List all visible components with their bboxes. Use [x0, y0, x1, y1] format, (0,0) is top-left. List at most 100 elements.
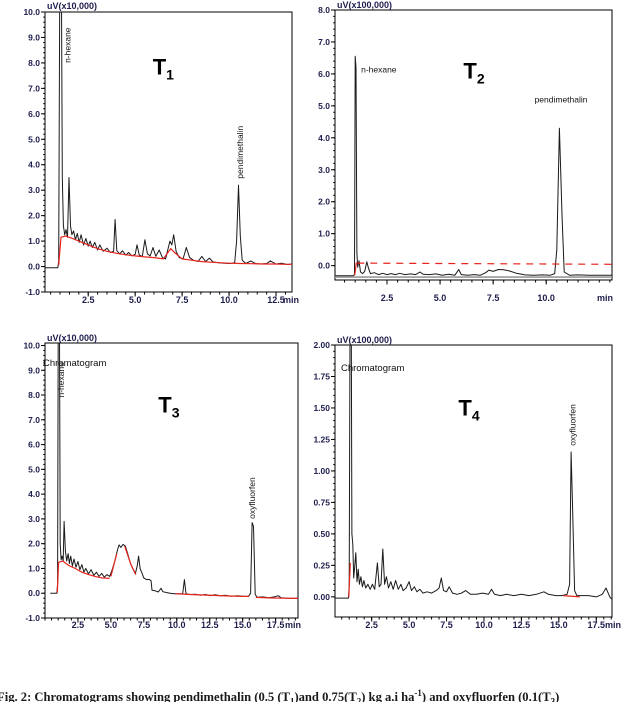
- peak-label-n-hexane: n-hexane: [62, 27, 72, 63]
- x-axis-tick-label: 5.0: [129, 295, 142, 305]
- y-axis-tick-label: 8.0: [318, 5, 330, 15]
- x-axis-unit-label: min: [283, 295, 299, 305]
- x-axis-tick-label: 7.5: [176, 295, 189, 305]
- y-axis-tick-label: 6.0: [28, 440, 40, 450]
- x-axis-tick-label: 15.0: [234, 620, 252, 630]
- x-axis-tick-label: 5.0: [403, 620, 416, 630]
- x-axis-tick-label: 17.5: [588, 620, 606, 630]
- x-axis-tick-label: 12.5: [267, 295, 285, 305]
- y-axis-tick-label: 7.0: [28, 83, 40, 93]
- y-axis-tick-label: 3.0: [28, 514, 40, 524]
- figure-caption: Fig. 2: Chromatograms showing pendimetha…: [0, 656, 639, 702]
- panel-title-T1: T1: [153, 54, 174, 82]
- baseline-fit-trace: [58, 235, 292, 266]
- y-axis-unit-label: uV(x10,000): [47, 333, 97, 343]
- y-axis-tick-label: 0.0: [28, 262, 40, 272]
- y-axis-unit-label: uV(x10,000): [47, 1, 97, 11]
- y-axis-tick-label: 1.0: [28, 563, 40, 573]
- signal-trace-T4: [335, 345, 612, 600]
- baseline-fit-trace: [124, 546, 137, 575]
- x-axis-tick-label: 7.5: [487, 293, 500, 303]
- panel-title-T3: T3: [158, 392, 179, 420]
- x-axis-unit-label: min: [605, 620, 621, 630]
- baseline-fit-trace: [563, 595, 580, 598]
- caption-part: ) kg a.i ha: [361, 690, 415, 702]
- y-axis-tick-label: 0.0: [28, 588, 40, 598]
- y-axis-tick-label: 3.0: [28, 185, 40, 195]
- x-axis-tick-label: 10.0: [220, 295, 238, 305]
- x-axis-tick-label: 12.5: [201, 620, 219, 630]
- panel-title-T2: T2: [463, 59, 484, 87]
- x-axis-tick-label: 7.5: [440, 620, 453, 630]
- y-axis-tick-label: 2.0: [318, 197, 330, 207]
- y-axis-tick-label: 5.0: [28, 134, 40, 144]
- x-axis-tick-label: 15.0: [550, 620, 568, 630]
- peak-label-n-hexane: n-hexane: [361, 64, 397, 74]
- peak-label-oxyfluorfen: oxyfluorfen: [247, 477, 257, 519]
- y-axis-tick-label: 6.0: [318, 69, 330, 79]
- caption-part: -1: [414, 688, 422, 699]
- y-axis-tick-label: 2.0: [28, 211, 40, 221]
- baseline-fit-trace: [354, 262, 357, 276]
- y-axis-tick-label: 1.0: [28, 236, 40, 246]
- y-axis-tick-label: 9.0: [28, 32, 40, 42]
- y-axis-tick-label: 8.0: [28, 390, 40, 400]
- y-axis-tick-label: 1.0: [318, 229, 330, 239]
- y-axis-tick-label: 2.0: [28, 539, 40, 549]
- plot-frame: [44, 11, 293, 293]
- x-axis-tick-label: 12.5: [513, 620, 531, 630]
- y-axis-tick-label: 4.0: [318, 133, 330, 143]
- x-axis-tick-label: 17.5: [267, 620, 285, 630]
- peak-label-pendimethalin: pendimethalin: [235, 126, 245, 179]
- baseline-fit-trace: [56, 560, 110, 593]
- plot-frame: [44, 342, 299, 619]
- y-axis-unit-label: uV(x100,000): [337, 0, 392, 10]
- y-axis-tick-label: 1.25: [313, 434, 330, 444]
- x-axis-tick-label: 2.5: [82, 295, 95, 305]
- x-axis-tick-label: 10.0: [168, 620, 186, 630]
- y-axis-tick-label: 9.0: [28, 365, 40, 375]
- y-axis-tick-label: 2.00: [313, 340, 330, 350]
- chromatogram-panel-T4: 2.5 5.0 7.5 10.0 12.5 15.0 17.5 min 0.00 0.25 0.50…: [313, 335, 621, 630]
- peak-label-pendimethalin: pendimethalin: [535, 95, 588, 105]
- caption-part: ): [555, 690, 560, 702]
- y-axis-tick-label: 10.0: [23, 7, 40, 17]
- peak-label-oxyfluorfen: oxyfluorfen: [567, 404, 577, 446]
- y-axis-tick-label: 4.0: [28, 160, 40, 170]
- y-axis-tick-label: 4.0: [28, 489, 40, 499]
- y-axis-unit-label: uV(x100,000): [337, 335, 392, 345]
- baseline-fit-trace: [175, 593, 250, 598]
- caption-part: )and 0.75(T: [294, 690, 357, 702]
- y-axis-tick-label: 3.0: [318, 165, 330, 175]
- x-axis-tick-label: 10.0: [475, 620, 493, 630]
- baseline-fit-trace: [348, 562, 351, 597]
- baseline-fit-trace: [110, 553, 118, 577]
- chromatogram-label: Chromatogram: [43, 358, 106, 369]
- y-axis-tick-label: 8.0: [28, 58, 40, 68]
- y-axis-tick-label: 7.0: [28, 415, 40, 425]
- chromatogram-label: Chromatogram: [341, 363, 404, 374]
- y-axis-tick-label: 0.25: [313, 560, 330, 570]
- y-axis-tick-label: 6.0: [28, 109, 40, 119]
- y-axis-tick-label: 5.0: [318, 101, 330, 111]
- y-axis-tick-label: 10.0: [23, 340, 40, 350]
- y-axis-tick-label: 0.0: [318, 261, 330, 271]
- signal-trace-T1: [45, 12, 292, 269]
- y-axis-tick-label: -1.0: [25, 613, 40, 623]
- signal-trace-T2: [335, 55, 612, 277]
- panel-title-T4: T4: [458, 396, 479, 424]
- x-axis-tick-label: 2.5: [365, 620, 378, 630]
- peak-label-n-hexane: n-hexane: [56, 362, 66, 398]
- y-axis-tick-label: -1.0: [25, 287, 40, 297]
- y-axis-tick-label: 5.0: [28, 464, 40, 474]
- x-axis-tick-label: 10.0: [537, 293, 555, 303]
- x-axis-tick-label: 7.5: [138, 620, 151, 630]
- y-axis-tick-label: 1.50: [313, 403, 330, 413]
- chromatogram-panel-T2: 2.5 5.0 7.5 10.0 min 0.0 1.0 2.0 3.0 4.0 5.0 6.0 7.0…: [318, 0, 613, 303]
- chromatogram-panel-T3: 2.5 5.0 7.5 10.0 12.5 15.0 17.5 min -1.0 0.0 1.0 2.…: [23, 333, 301, 630]
- y-axis-tick-label: 0.00: [313, 592, 330, 602]
- chromatograms-figure-svg: 2.5 5.0 7.5 10.0 12.5min-1.00.01.02.03.04.05…: [23, 0, 621, 630]
- x-axis-tick-label: 5.0: [105, 620, 118, 630]
- y-axis-tick-label: 1.75: [313, 371, 330, 381]
- baseline-dashed-trace: [357, 262, 612, 265]
